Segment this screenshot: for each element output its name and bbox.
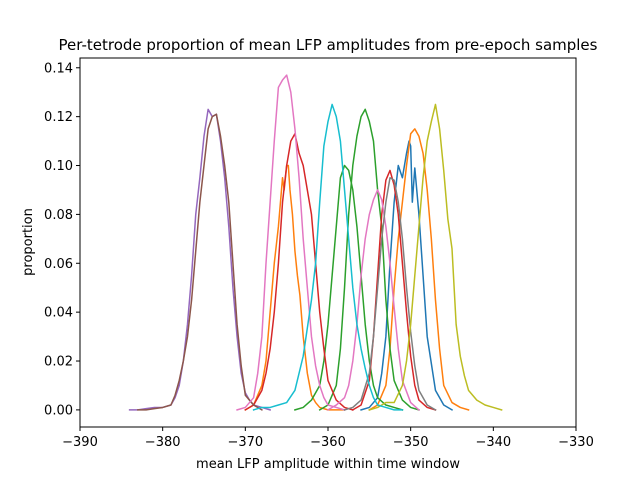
y-axis-label: proportion — [21, 208, 36, 276]
series-line-2 — [368, 128, 470, 411]
x-tick-label: −350 — [393, 435, 429, 450]
series-line-5 — [293, 164, 404, 411]
series-line-3 — [244, 164, 346, 411]
series-line-4 — [318, 108, 420, 411]
series-line-10 — [236, 74, 346, 411]
y-tick-label: 0.08 — [44, 208, 73, 223]
x-tick-label: −390 — [62, 435, 98, 450]
series-line-14 — [252, 103, 404, 411]
y-tick-label: 0.06 — [44, 257, 73, 272]
x-axis-ticks: −390 −380 −370 −360 −350 −340 −330 — [62, 427, 594, 450]
series-line-11 — [326, 189, 420, 411]
series-line-9 — [137, 113, 263, 411]
plot-area — [80, 58, 576, 427]
y-tick-label: 0.12 — [44, 110, 73, 125]
x-tick-label: −330 — [558, 435, 594, 450]
y-tick-label: 0.04 — [44, 306, 73, 321]
y-tick-label: 0.14 — [44, 61, 73, 76]
y-tick-label: 0.02 — [44, 355, 73, 370]
x-tick-label: −340 — [475, 435, 511, 450]
x-axis-label: mean LFP amplitude within time window — [196, 457, 460, 472]
series-line-6 — [244, 133, 354, 411]
y-axis-ticks: 0.00 0.02 0.04 0.06 0.08 0.10 0.12 0.14 — [44, 61, 80, 418]
x-tick-label: −370 — [227, 435, 263, 450]
y-tick-label: 0.10 — [44, 159, 73, 174]
y-tick-label: 0.00 — [44, 403, 73, 418]
series-line-1 — [360, 140, 454, 411]
chart-title: Per-tetrode proportion of mean LFP ampli… — [59, 36, 598, 54]
x-tick-label: −380 — [145, 435, 181, 450]
x-tick-label: −360 — [310, 435, 346, 450]
series-line-13 — [368, 103, 503, 411]
series-layer — [128, 74, 503, 411]
